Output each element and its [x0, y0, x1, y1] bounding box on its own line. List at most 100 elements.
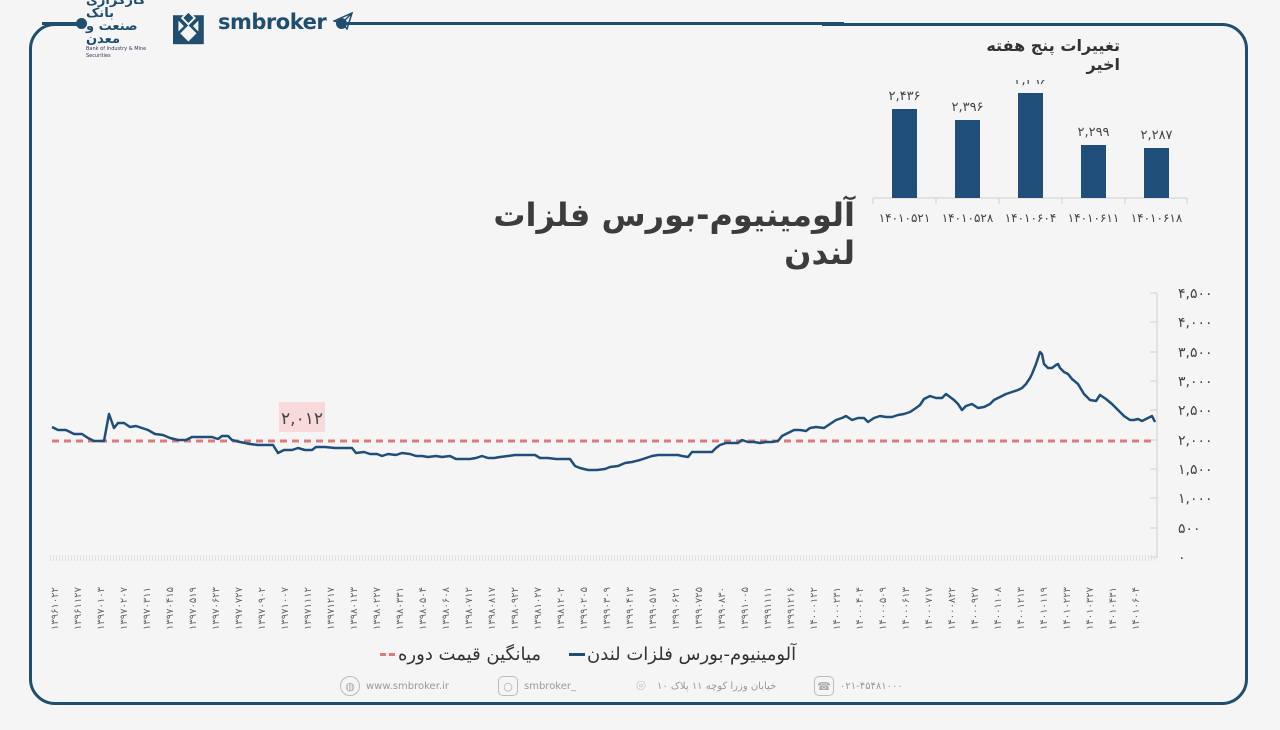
svg-text:۲,۰۱۲: ۲,۰۱۲	[281, 409, 323, 429]
svg-text:۱,۵۰۰: ۱,۵۰۰	[1178, 462, 1213, 478]
svg-text:۲,۲۹۹: ۲,۲۹۹	[1077, 125, 1109, 140]
legend-average-label: میانگین قیمت دوره	[398, 644, 542, 665]
bar-chart-title: تغییرات پنج هفته اخیر	[986, 36, 1120, 74]
svg-text:۱۳۹۷۰۷۲۷: ۱۳۹۷۰۷۲۷	[234, 586, 245, 630]
svg-text:۱۳۹۹۰۲۰۵: ۱۳۹۹۰۲۰۵	[579, 587, 590, 630]
svg-text:۱۴۰۱۰۳۲۷: ۱۴۰۱۰۳۲۷	[1085, 586, 1096, 630]
line-chart: ۴,۵۰۰ ۴,۰۰۰ ۳,۵۰۰ ۳,۰۰۰ ۲,۵۰۰ ۲,۰۰۰ ۱,۵۰…	[50, 286, 1213, 630]
x-axis-labels: ۱۳۹۶۱۰۲۲ ۱۳۹۶۱۱۲۷ ۱۳۹۷۰۱۰۳ ۱۳۹۷۰۲۰۷ ۱۳۹۷…	[50, 586, 1142, 630]
bank-logo: کارگزاری بانک صنعت و معدن Bank of Indust…	[86, 0, 204, 59]
instagram-icon: ○	[498, 676, 518, 696]
svg-text:۱۳۹۷۰۴۱۵: ۱۳۹۷۰۴۱۵	[165, 587, 176, 630]
footer-address: ⌾ خیابان وزرا کوچه ۱۱ پلاک ۱۰	[631, 676, 806, 696]
svg-text:۱۳۹۷۱۰۰۷: ۱۳۹۷۱۰۰۷	[280, 586, 291, 630]
svg-text:۱۳۹۷۱۱۱۲: ۱۳۹۷۱۱۱۲	[303, 587, 314, 630]
svg-text:۱۳۹۷۰۳۱۱: ۱۳۹۷۰۳۱۱	[142, 587, 153, 630]
svg-text:۴,۵۰۰: ۴,۵۰۰	[1178, 286, 1213, 302]
svg-text:۱۳۹۹۰۶۲۱: ۱۳۹۹۰۶۲۱	[671, 587, 682, 630]
legend-dash-swatch	[380, 653, 396, 656]
bar-1: ۲,۳۹۶ ۱۴۰۱۰۵۲۸	[942, 100, 994, 225]
svg-text:۵۰۰: ۵۰۰	[1178, 521, 1201, 537]
svg-text:۱۳۹۹۱۰۰۵: ۱۳۹۹۱۰۰۵	[740, 587, 751, 630]
svg-text:۱۴۰۱۰۵۲۱: ۱۴۰۱۰۵۲۱	[879, 211, 931, 225]
bar-4: ۲,۲۸۷ ۱۴۰۱۰۶۱۸	[1131, 128, 1183, 225]
svg-text:۳,۰۰۰: ۳,۰۰۰	[1178, 374, 1213, 390]
svg-text:۱۳۹۸۰۵۰۴: ۱۳۹۸۰۵۰۴	[418, 587, 429, 630]
bar-2: ۲,۴۹۶ ۱۴۰۱۰۶۰۴	[1005, 80, 1057, 225]
svg-text:۱۴۰۱۰۴۳۱: ۱۴۰۱۰۴۳۱	[1108, 587, 1119, 630]
bar-chart: ۲,۴۳۶ ۱۴۰۱۰۵۲۱ ۲,۳۹۶ ۱۴۰۱۰۵۲۸ ۲,۴۹۶ ۱۴۰۱…	[872, 80, 1188, 225]
svg-text:۱۳۹۹۰۷۲۵: ۱۳۹۹۰۷۲۵	[694, 587, 705, 630]
legend-series-label: آلومینیوم-بورس فلزات لندن	[587, 644, 797, 665]
svg-text:۲,۰۰۰: ۲,۰۰۰	[1178, 433, 1213, 449]
bank-logo-line3: Bank of Industry & Mine Securities	[86, 46, 147, 59]
svg-text:۴,۰۰۰: ۴,۰۰۰	[1178, 315, 1213, 331]
svg-text:۱۳۹۹۱۲۱۶: ۱۳۹۹۱۲۱۶	[786, 587, 797, 630]
svg-text:۱۴۰۱۰۵۲۸: ۱۴۰۱۰۵۲۸	[942, 211, 994, 225]
svg-text:۱۳۹۹۱۱۱۱: ۱۳۹۹۱۱۱۱	[763, 587, 774, 630]
svg-text:۱۴۰۱۰۶۰۴: ۱۴۰۱۰۶۰۴	[1005, 211, 1057, 225]
svg-text:۱۴۰۱۰۶۱۸: ۱۴۰۱۰۶۱۸	[1131, 211, 1183, 225]
svg-text:۱۴۰۰۰۶۱۳: ۱۴۰۰۰۶۱۳	[901, 586, 912, 630]
svg-text:۱۴۰۰۰۸۲۲: ۱۴۰۰۰۸۲۲	[947, 587, 958, 630]
footer-instagram[interactable]: ○ smbroker_	[498, 676, 623, 696]
svg-text:۱۴۰۱۰۶۱۱: ۱۴۰۱۰۶۱۱	[1068, 211, 1120, 225]
y-axis-labels: ۴,۵۰۰ ۴,۰۰۰ ۳,۵۰۰ ۳,۰۰۰ ۲,۵۰۰ ۲,۰۰۰ ۱,۵۰…	[1178, 286, 1213, 566]
svg-text:۲,۳۹۶: ۲,۳۹۶	[951, 100, 983, 115]
svg-text:۲,۴۳۶: ۲,۴۳۶	[888, 89, 920, 104]
svg-text:۱۳۹۸۰۶۰۸: ۱۳۹۸۰۶۰۸	[441, 586, 452, 630]
brand-name: smbroker	[218, 10, 327, 34]
bank-logo-line1: کارگزاری بانک	[86, 0, 146, 21]
website-link[interactable]: www.smbroker.ir	[366, 680, 449, 692]
location-pin-icon: ⌾	[636, 676, 646, 695]
bank-emblem-icon	[173, 10, 204, 45]
svg-text:۲,۵۰۰: ۲,۵۰۰	[1178, 403, 1213, 419]
svg-text:۱۳۹۸۰۹۲۲: ۱۳۹۸۰۹۲۲	[510, 587, 521, 630]
svg-text:۱۳۹۹۰۵۱۷: ۱۳۹۹۰۵۱۷	[648, 586, 659, 630]
svg-text:۱۳۹۸۰۲۲۷: ۱۳۹۸۰۲۲۷	[372, 586, 383, 630]
svg-text:۱۳۹۸۰۸۱۷: ۱۳۹۸۰۸۱۷	[487, 586, 498, 630]
paper-plane-icon	[331, 11, 354, 31]
footer: ◍ www.smbroker.ir ○ smbroker_ ⌾ خیابان و…	[340, 674, 940, 698]
svg-text:۱۴۰۰۰۱۲۲: ۱۴۰۰۰۱۲۲	[809, 587, 820, 630]
bar-0: ۲,۴۳۶ ۱۴۰۱۰۵۲۱	[879, 89, 931, 225]
average-label: ۲,۰۱۲	[279, 402, 325, 432]
svg-text:۲,۴۹۶: ۲,۴۹۶	[1014, 80, 1046, 88]
svg-text:۱۴۰۰۰۷۱۷: ۱۴۰۰۰۷۱۷	[924, 586, 935, 630]
footer-phone: ☎ ۰۲۱-۴۵۴۸۱۰۰۰	[814, 676, 934, 696]
svg-text:۱۳۹۹۰۴۱۳: ۱۳۹۹۰۴۱۳	[625, 586, 636, 630]
instagram-handle[interactable]: smbroker_	[524, 680, 577, 692]
svg-text:۱۳۹۷۰۹۰۲: ۱۳۹۷۰۹۰۲	[257, 587, 268, 630]
svg-text:۱۳۹۷۰۱۰۳: ۱۳۹۷۰۱۰۳	[96, 586, 107, 630]
svg-text:۱۳۹۸۰۷۱۲: ۱۳۹۸۰۷۱۲	[464, 587, 475, 630]
globe-icon: ◍	[340, 676, 360, 696]
svg-text:۱۳۹۷۰۲۰۷: ۱۳۹۷۰۲۰۷	[119, 586, 130, 630]
bar-3: ۲,۲۹۹ ۱۴۰۱۰۶۱۱	[1068, 125, 1120, 225]
bar-chart-ticks	[872, 198, 1188, 204]
brand-logo: smbroker	[218, 10, 354, 34]
svg-text:۱۳۹۷۰۵۱۹: ۱۳۹۷۰۵۱۹	[188, 587, 199, 630]
svg-text:۱۴۰۰۰۴۰۴: ۱۴۰۰۰۴۰۴	[855, 587, 866, 630]
y-axis-ticks	[1150, 292, 1157, 558]
main-chart-title: آلومینیوم-بورس فلزات لندن	[493, 196, 855, 272]
frame-connector-right	[344, 22, 844, 25]
svg-text:۰: ۰	[1178, 550, 1186, 566]
footer-website[interactable]: ◍ www.smbroker.ir	[340, 676, 490, 696]
legend-line-swatch	[569, 653, 586, 656]
frame-connector	[42, 22, 82, 25]
svg-text:۱۳۹۷۰۶۲۳: ۱۳۹۷۰۶۲۳	[211, 586, 222, 630]
svg-text:۱۴۰۰۰۹۲۷: ۱۴۰۰۰۹۲۷	[970, 586, 981, 630]
address-text: خیابان وزرا کوچه ۱۱ پلاک ۱۰	[657, 680, 777, 692]
svg-text:۱۳۹۷۱۲۱۷: ۱۳۹۷۱۲۱۷	[326, 586, 337, 630]
chart-legend: آلومینیوم-بورس فلزات لندن میانگین قیمت د…	[380, 644, 875, 665]
svg-text:۱۴۰۰۱۲۱۳: ۱۴۰۰۱۲۱۳	[1016, 586, 1027, 630]
svg-text:۱۴۰۱۰۶۰۴: ۱۴۰۱۰۶۰۴	[1131, 587, 1142, 630]
svg-text:۱۴۰۰۱۱۰۸: ۱۴۰۰۱۱۰۸	[993, 586, 1004, 630]
legend-item-series: آلومینیوم-بورس فلزات لندن	[569, 644, 796, 665]
telephone-icon: ☎	[814, 676, 834, 696]
svg-text:۱۳۹۹۰۳۰۹: ۱۳۹۹۰۳۰۹	[602, 587, 613, 630]
legend-item-average: میانگین قیمت دوره	[380, 644, 541, 665]
svg-text:۲,۲۸۷: ۲,۲۸۷	[1140, 128, 1172, 143]
svg-text:۱,۰۰۰: ۱,۰۰۰	[1178, 491, 1213, 507]
svg-text:۱۴۰۰۰۲۳۱: ۱۴۰۰۰۲۳۱	[832, 587, 843, 630]
